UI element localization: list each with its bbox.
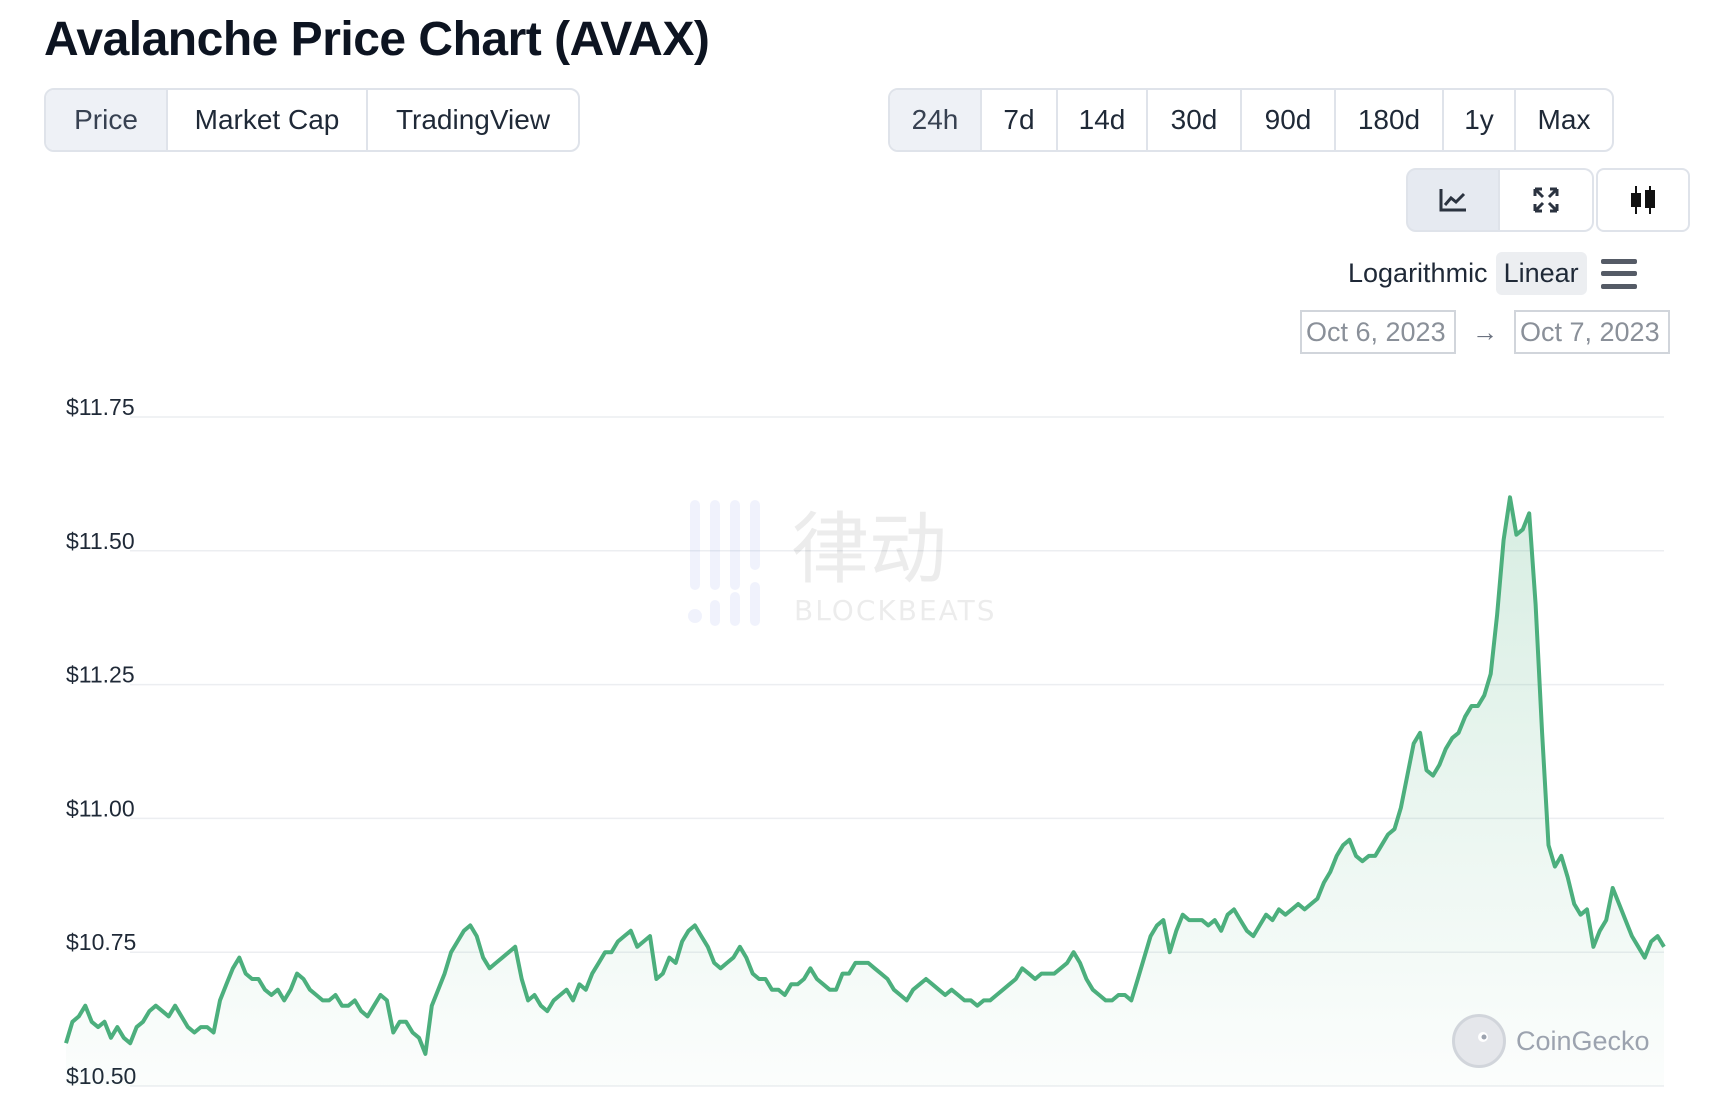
- hamburger-menu-icon[interactable]: [1600, 258, 1637, 289]
- range-max[interactable]: Max: [1537, 104, 1591, 135]
- date-from-input[interactable]: [1300, 310, 1456, 354]
- coingecko-attribution: CoinGecko: [1452, 1014, 1650, 1068]
- range-30d[interactable]: 30d: [1148, 90, 1242, 150]
- range-1y[interactable]: 1y: [1444, 90, 1516, 150]
- expand-icon: [1533, 187, 1559, 213]
- tab-price[interactable]: Price: [46, 90, 168, 150]
- scale-toggle: Logarithmic Linear: [1340, 252, 1637, 295]
- svg-text:律动: 律动: [791, 505, 947, 595]
- y-tick-label: $11.25: [66, 662, 135, 688]
- arrow-right-icon: →: [1472, 316, 1498, 347]
- price-chart: $10.50$10.75$11.00$11.25$11.50$11.75: [64, 394, 1666, 1089]
- line-chart-icon: [1439, 189, 1466, 212]
- range-14d[interactable]: 14d: [1058, 90, 1148, 150]
- candlestick-button[interactable]: [1596, 168, 1690, 232]
- scale-logarithmic[interactable]: Logarithmic: [1348, 258, 1488, 288]
- scale-linear[interactable]: Linear: [1495, 252, 1587, 295]
- fullscreen-button[interactable]: [1500, 168, 1594, 232]
- range-180d[interactable]: 180d: [1336, 90, 1444, 150]
- candlestick-icon: [1631, 186, 1655, 214]
- date-range: →: [1300, 310, 1670, 354]
- coingecko-logo-icon: [1452, 1014, 1506, 1068]
- price-area: [66, 497, 1664, 1086]
- tab-tradingview[interactable]: TradingView: [395, 104, 551, 135]
- page-title: Avalanche Price Chart (AVAX): [44, 13, 710, 66]
- range-7d[interactable]: 7d: [982, 90, 1058, 150]
- y-tick-label: $11.75: [66, 394, 135, 420]
- y-tick-label: $11.00: [66, 795, 135, 821]
- y-tick-label: $10.75: [66, 929, 136, 955]
- y-tick-label: $11.50: [66, 528, 135, 554]
- range-90d[interactable]: 90d: [1242, 90, 1336, 150]
- svg-text:BLOCKBEATS: BLOCKBEATS: [794, 594, 997, 627]
- range-24h[interactable]: 24h: [890, 90, 982, 150]
- price-line: [64, 495, 1666, 1056]
- date-to-input[interactable]: [1514, 310, 1670, 354]
- chart-type-group: [1406, 168, 1690, 232]
- blockbeats-watermark: 律动 BLOCKBEATS: [686, 496, 1046, 641]
- tab-market-cap[interactable]: Market Cap: [168, 90, 368, 150]
- coingecko-label: CoinGecko: [1516, 1025, 1650, 1056]
- view-tab-group: Price Market Cap TradingView: [44, 88, 580, 152]
- range-tab-group: 24h 7d 14d 30d 90d 180d 1y Max: [888, 88, 1614, 152]
- line-chart-button[interactable]: [1406, 168, 1500, 232]
